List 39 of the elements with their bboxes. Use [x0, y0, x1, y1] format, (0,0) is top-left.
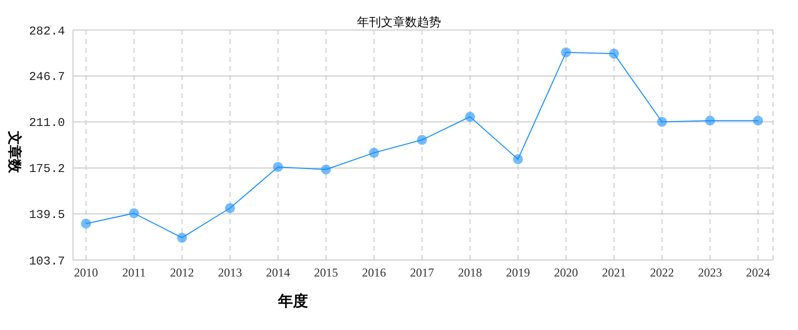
- point: [465, 112, 475, 122]
- y-axis-title: 文章数: [7, 131, 23, 173]
- point: [273, 162, 283, 172]
- x-tick-label: 2020: [554, 266, 578, 280]
- x-tick-label: 2016: [362, 266, 386, 280]
- x-tick-label: 2012: [170, 266, 194, 280]
- chart-title: 年刊文章数趋势: [357, 15, 441, 29]
- x-tick-label: 2017: [410, 266, 434, 280]
- x-tick-label: 2014: [266, 266, 290, 280]
- point: [321, 164, 331, 175]
- point: [753, 116, 763, 126]
- x-tick-label: 2010: [74, 266, 98, 280]
- y-tick-label: 246.7: [28, 70, 65, 84]
- point: [225, 203, 235, 214]
- point: [657, 116, 667, 127]
- y-tick-label: 211.0: [28, 116, 65, 130]
- x-axis-title: 年度: [278, 292, 308, 311]
- x-tick-label: 2023: [698, 266, 722, 280]
- x-tick-label: 2019: [506, 266, 530, 280]
- point: [705, 116, 715, 126]
- point: [177, 232, 187, 243]
- x-tick-label: 2011: [122, 266, 146, 280]
- x-tick-label: 2013: [218, 266, 242, 280]
- x-tick-label: 2018: [458, 266, 482, 280]
- x-tick-label: 2021: [602, 266, 626, 280]
- point: [129, 208, 139, 218]
- y-tick-label: 282.4: [28, 24, 65, 38]
- y-tick-label: 103.7: [28, 254, 65, 268]
- point: [369, 148, 379, 158]
- point: [417, 134, 427, 145]
- y-tick-label: 139.5: [28, 208, 65, 222]
- x-tick-label: 2024: [746, 266, 770, 280]
- point: [561, 47, 571, 58]
- x-tick-label: 2015: [314, 266, 338, 280]
- x-tick-label: 2022: [650, 266, 674, 280]
- y-tick-label: 175.2: [28, 162, 65, 176]
- point: [513, 154, 523, 164]
- point: [81, 218, 91, 229]
- point: [609, 48, 619, 59]
